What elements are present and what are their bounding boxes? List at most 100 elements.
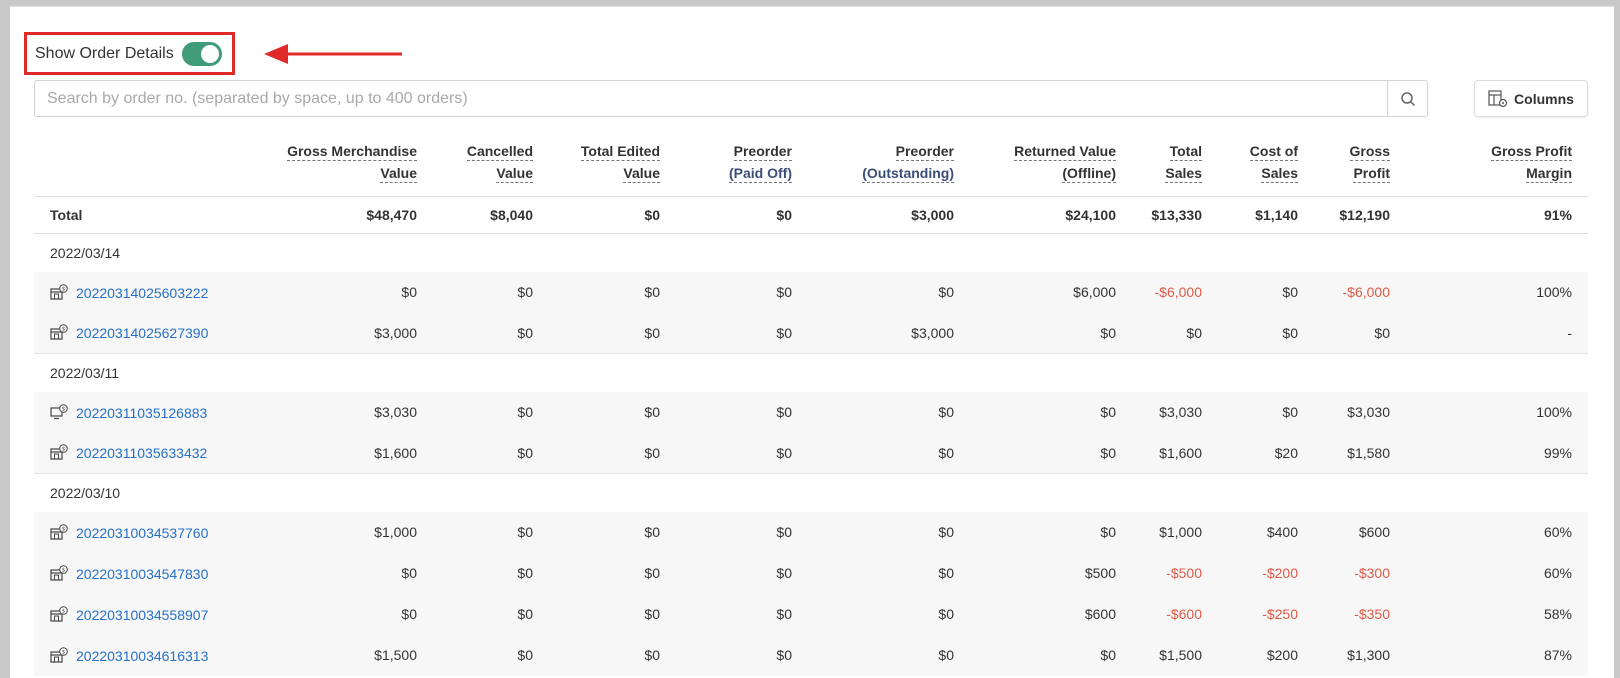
total-cell: $0 bbox=[660, 196, 792, 234]
value-cell: $0 bbox=[417, 634, 533, 676]
column-header-line1: Gross Merchandise bbox=[287, 143, 417, 161]
columns-button[interactable]: Columns bbox=[1474, 80, 1588, 117]
value-cell: $3,030 bbox=[260, 391, 417, 433]
total-cell: $0 bbox=[533, 196, 660, 234]
value-cell: $0 bbox=[533, 271, 660, 313]
value-cell: $0 bbox=[660, 634, 792, 676]
column-header[interactable]: Gross Merchandise Value bbox=[260, 131, 417, 197]
value-cell: 60% bbox=[1390, 511, 1588, 553]
value-cell: $0 bbox=[660, 432, 792, 474]
column-header[interactable]: Returned Value (Offline) bbox=[954, 131, 1116, 197]
show-order-details-switch[interactable] bbox=[181, 41, 222, 66]
column-header[interactable]: Total Sales bbox=[1116, 131, 1202, 197]
svg-text:$: $ bbox=[62, 567, 66, 573]
value-cell: 58% bbox=[1390, 593, 1588, 635]
value-cell: $0 bbox=[792, 593, 954, 635]
value-cell: $0 bbox=[533, 634, 660, 676]
column-header[interactable]: Total Edited Value bbox=[533, 131, 660, 197]
store-icon: $ bbox=[50, 324, 68, 340]
value-cell: $3,030 bbox=[1116, 391, 1202, 433]
order-number-link[interactable]: 20220311035126883 bbox=[76, 404, 208, 421]
online-store-icon: $ bbox=[50, 403, 68, 419]
column-header-line2: Sales bbox=[1261, 165, 1298, 183]
store-icon: $ bbox=[50, 444, 68, 460]
order-number-link[interactable]: 20220311035633432 bbox=[76, 445, 208, 462]
column-header[interactable]: Preorder (Outstanding) bbox=[792, 131, 954, 197]
column-header-line2: Profit bbox=[1353, 165, 1390, 183]
value-cell: $0 bbox=[660, 552, 792, 594]
order-number-link[interactable]: 20220314025603222 bbox=[76, 284, 209, 301]
value-cell: $0 bbox=[417, 271, 533, 313]
column-header[interactable]: Cancelled Value bbox=[417, 131, 533, 197]
value-cell: -$6,000 bbox=[1116, 271, 1202, 313]
order-cell: $20220310034616313 bbox=[34, 634, 260, 676]
total-cell: $3,000 bbox=[792, 196, 954, 234]
column-header-line1: Gross bbox=[1349, 143, 1390, 161]
value-cell: $0 bbox=[417, 391, 533, 433]
order-number-link[interactable]: 20220310034616313 bbox=[76, 647, 209, 664]
columns-settings-icon bbox=[1488, 89, 1508, 107]
svg-text:$: $ bbox=[62, 406, 66, 412]
value-cell: $0 bbox=[660, 511, 792, 553]
order-cell: $20220310034537760 bbox=[34, 511, 260, 553]
value-cell: -$6,000 bbox=[1298, 271, 1390, 313]
date-group-label: 2022/03/11 bbox=[34, 353, 1588, 392]
value-cell: $6,000 bbox=[954, 271, 1116, 313]
column-header-line2: (Paid Off) bbox=[729, 165, 792, 183]
value-cell: $0 bbox=[533, 552, 660, 594]
column-header-line2: Value bbox=[380, 165, 417, 183]
value-cell: $0 bbox=[792, 511, 954, 553]
value-cell: $1,500 bbox=[1116, 634, 1202, 676]
value-cell: $1,600 bbox=[260, 432, 417, 474]
columns-button-label: Columns bbox=[1514, 90, 1574, 107]
store-icon: $ bbox=[50, 283, 68, 300]
column-header[interactable]: Cost of Sales bbox=[1202, 131, 1298, 197]
date-group-label: 2022/03/14 bbox=[50, 244, 121, 261]
value-cell: $1,580 bbox=[1298, 432, 1390, 474]
order-cell: $20220310034558907 bbox=[34, 593, 260, 635]
table-row: $20220310034537760 $1,000 $0 $0 $0 $0 $0 $1,000… bbox=[34, 511, 1588, 553]
value-cell: $600 bbox=[1298, 511, 1390, 553]
table-row: $20220311035633432 $1,600 $0 $0 $0 $0 $0 $1,600… bbox=[34, 432, 1588, 474]
value-cell: $0 bbox=[792, 432, 954, 474]
value-cell: - bbox=[1390, 312, 1588, 354]
store-icon: $ bbox=[50, 523, 68, 540]
date-group-row: 2022/03/14 bbox=[34, 234, 1588, 272]
date-group-label: 2022/03/10 bbox=[34, 473, 1588, 512]
store-icon: $ bbox=[50, 564, 68, 581]
value-cell: $0 bbox=[792, 634, 954, 676]
value-cell: $200 bbox=[1202, 634, 1298, 676]
svg-text:$: $ bbox=[62, 447, 66, 453]
value-cell: $1,300 bbox=[1298, 634, 1390, 676]
value-cell: $0 bbox=[1298, 312, 1390, 354]
total-cell: 91% bbox=[1390, 196, 1588, 234]
table-row: $20220314025603222 $0 $0 $0 $0 $0 $6,000 -$6,00… bbox=[34, 271, 1588, 313]
value-cell: $0 bbox=[417, 552, 533, 594]
value-cell: $0 bbox=[792, 391, 954, 433]
value-cell: 87% bbox=[1390, 634, 1588, 676]
column-header-line1: Returned Value bbox=[1014, 143, 1116, 161]
column-header[interactable]: Gross Profit bbox=[1298, 131, 1390, 197]
column-header-line1: Total Edited bbox=[580, 143, 660, 161]
order-search-input[interactable] bbox=[35, 81, 1387, 116]
order-number-link[interactable]: 20220310034537760 bbox=[76, 524, 209, 541]
value-cell: $1,600 bbox=[1116, 432, 1202, 474]
show-order-details-label: Show Order Details bbox=[35, 44, 174, 62]
order-number-link[interactable]: 20220314025627390 bbox=[76, 325, 209, 342]
table-row: $20220310034558907 $0 $0 $0 $0 $0 $600 -$600 -$2… bbox=[34, 593, 1588, 635]
value-cell: $0 bbox=[954, 391, 1116, 433]
column-header[interactable]: Gross Profit Margin bbox=[1390, 131, 1588, 197]
value-cell: $0 bbox=[417, 432, 533, 474]
value-cell: $600 bbox=[954, 593, 1116, 635]
date-group-row: 2022/03/10 bbox=[34, 473, 1588, 512]
column-header-line2: Value bbox=[623, 165, 660, 183]
search-button[interactable] bbox=[1387, 81, 1427, 116]
table-row: $20220310034616313 $1,500 $0 $0 $0 $0 $0 $1,500… bbox=[34, 634, 1588, 676]
order-number-link[interactable]: 20220310034558907 bbox=[76, 606, 209, 623]
order-number-link[interactable]: 20220310034547830 bbox=[76, 565, 209, 582]
value-cell: 100% bbox=[1390, 271, 1588, 313]
column-header[interactable]: Preorder (Paid Off) bbox=[660, 131, 792, 197]
total-cell: $1,140 bbox=[1202, 196, 1298, 234]
table-header-row: Gross Merchandise Value Cancelled Value Tota… bbox=[34, 131, 1588, 197]
value-cell: $500 bbox=[954, 552, 1116, 594]
